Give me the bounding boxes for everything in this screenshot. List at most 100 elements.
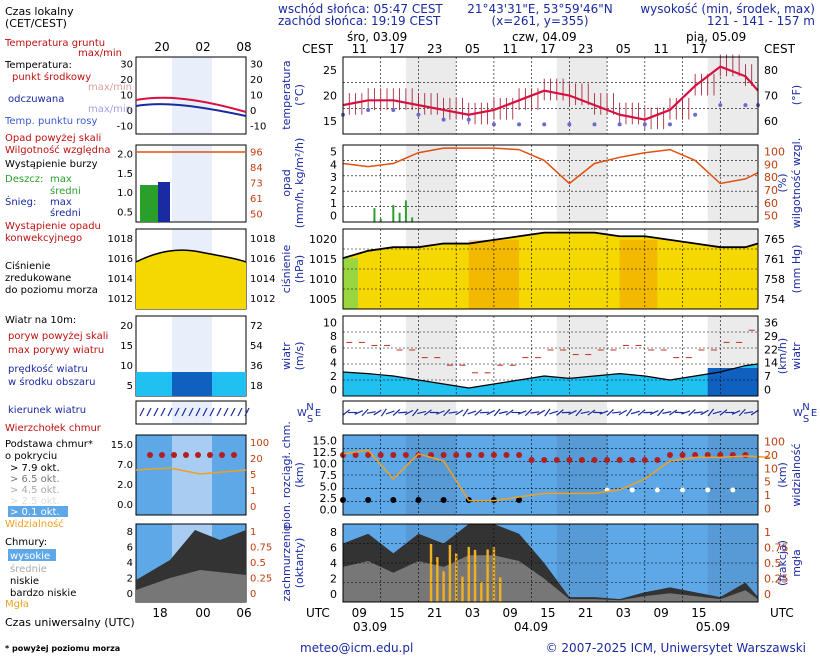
wind-tick-right: 29	[764, 330, 778, 343]
pressure-green	[343, 258, 358, 309]
cloud-top-dot	[717, 452, 724, 458]
legend-okt01: > 0.1 okt.	[10, 507, 60, 518]
legend-w-srodku: w środku obszaru	[8, 376, 95, 388]
pressure-tick-left: 1015	[309, 253, 337, 266]
legend-wierzcholek: Wierzchołek chmur	[5, 423, 102, 434]
bottom-hour-label: 15	[540, 606, 555, 620]
wind-arrow	[455, 409, 464, 416]
wind-arrow	[744, 411, 754, 414]
wind-arrow	[417, 410, 427, 415]
legend-burza: Wystąpienie burzy	[5, 159, 98, 170]
dewpoint-point	[366, 107, 371, 112]
wind-arrow	[612, 411, 622, 414]
temp-tick-right: 60	[764, 115, 778, 128]
humidity-tick-right: 100	[764, 145, 785, 158]
legend-tick-right: 1016	[250, 254, 275, 265]
cloudbase-tick-left: 12.5	[313, 446, 338, 459]
fog-bar	[473, 549, 477, 602]
wind-line	[342, 363, 759, 389]
legend-tick-right: 73	[250, 179, 263, 190]
legend-cloud-top-dot	[171, 452, 177, 458]
temp-tick-left: 15	[323, 115, 337, 128]
wind-arrow	[599, 410, 609, 415]
wind-arrow	[549, 410, 559, 415]
wind-tick-left: 0	[330, 383, 337, 396]
rain-bar	[379, 218, 382, 222]
cloud-base-dot	[415, 497, 422, 503]
legend-max-min: max/min	[78, 48, 122, 59]
legend-wind-arrow	[195, 407, 201, 417]
legend-konwekcyjnego: konwekcyjnego	[5, 233, 82, 244]
legend-do-poziomu: do poziomu morza	[5, 285, 98, 296]
legend-tick-left: 15	[120, 341, 133, 352]
cloud-base-dot	[705, 487, 711, 493]
wind-arrow	[750, 409, 759, 416]
cloud-base-dot	[440, 497, 447, 503]
legend-max-min2: max/min	[88, 82, 132, 93]
cloud-top-dot	[478, 452, 485, 458]
visibility-unit-right: (km)	[776, 462, 789, 488]
pressure-tick-left: 1010	[309, 273, 337, 286]
night-shade	[405, 145, 457, 222]
dewpoint-point	[441, 117, 446, 122]
legend-wind-arrow	[160, 407, 166, 417]
legend-wind-arrow	[181, 407, 187, 417]
legend-okt45: > 4.5 okt.	[10, 485, 60, 496]
bottom-date-label: 03.09	[353, 620, 387, 634]
legend-tick-right: 30	[250, 60, 263, 71]
legend-frame	[135, 56, 247, 135]
legend-okt79: > 7.9 okt.	[10, 463, 60, 474]
legend-cloud-top-dot	[195, 452, 201, 458]
cloud-base-dot	[730, 487, 736, 493]
top-hour-label: 11	[352, 42, 367, 56]
grid-text: (x=261, y=355)	[491, 14, 588, 28]
dewpoint-point	[517, 122, 522, 127]
legend-tick-right: 100	[250, 438, 269, 449]
cloud-top-dot	[516, 452, 523, 458]
footnote: * powyżej poziomu morza	[5, 644, 120, 653]
wind-arrow	[366, 411, 376, 414]
fog-unit-right: (frakcja)	[776, 540, 789, 586]
wind-arrow	[361, 408, 369, 417]
wind-tick-right: 36	[764, 317, 778, 330]
night-shade	[556, 145, 608, 222]
legend-wind-arrow	[209, 407, 215, 417]
legend-wind-arrow	[167, 407, 173, 417]
legend-snieg-sredni: średni	[50, 207, 81, 219]
bottom-hour-labels: 09 15 21 03 09 15 21 03 09 15	[352, 606, 707, 620]
wind-arrow	[544, 408, 551, 417]
legend-cloud-fill-low	[136, 570, 246, 602]
legend-max-porywy: max porywy wiatru	[8, 345, 104, 356]
cloud-tick-left: 4	[330, 557, 337, 570]
legend-tick-right: 72	[250, 321, 263, 332]
wind-arrow	[398, 411, 408, 414]
legend-tick-right: 1012	[250, 294, 275, 305]
compass-letter: W	[297, 408, 307, 419]
wind-arrow	[606, 408, 614, 417]
bottom-hour-label: 09	[653, 606, 668, 620]
wind-arrow	[505, 409, 514, 416]
wind-arrow	[719, 409, 728, 416]
cloud-top-dot	[453, 452, 460, 458]
legend-tick-left: 6	[127, 542, 133, 553]
legend-tick-right: 0.25	[250, 574, 272, 585]
legend-tick-left: 30	[120, 60, 133, 71]
wind-tick-left: 10	[323, 317, 337, 330]
fog-bar	[442, 571, 445, 602]
legend-tick-left: 1014	[108, 274, 133, 285]
dewpoint-point	[491, 122, 496, 127]
compass-letter: E	[315, 408, 321, 419]
legend-top-tick: 02	[195, 40, 210, 54]
legend-tick-left: 1016	[108, 254, 133, 265]
wind-arrow	[587, 409, 596, 416]
humidity-tick-right: 50	[764, 210, 778, 223]
cloud-top-dot	[541, 457, 548, 463]
day1-label: śro, 03.09	[347, 30, 407, 44]
cloud-top-dot	[629, 457, 636, 463]
wind-arrow	[517, 410, 527, 415]
elev-values: 121 - 141 - 157 m	[707, 14, 815, 28]
wind-arrow	[511, 411, 521, 414]
legend-wind-arrow	[188, 407, 194, 417]
panel-cloudiness: 0 2 4 6 8 0 0.25 0.5 0.75 1 zachmurzenie (oktanty) (…	[280, 523, 803, 603]
fog-bar	[461, 576, 464, 602]
